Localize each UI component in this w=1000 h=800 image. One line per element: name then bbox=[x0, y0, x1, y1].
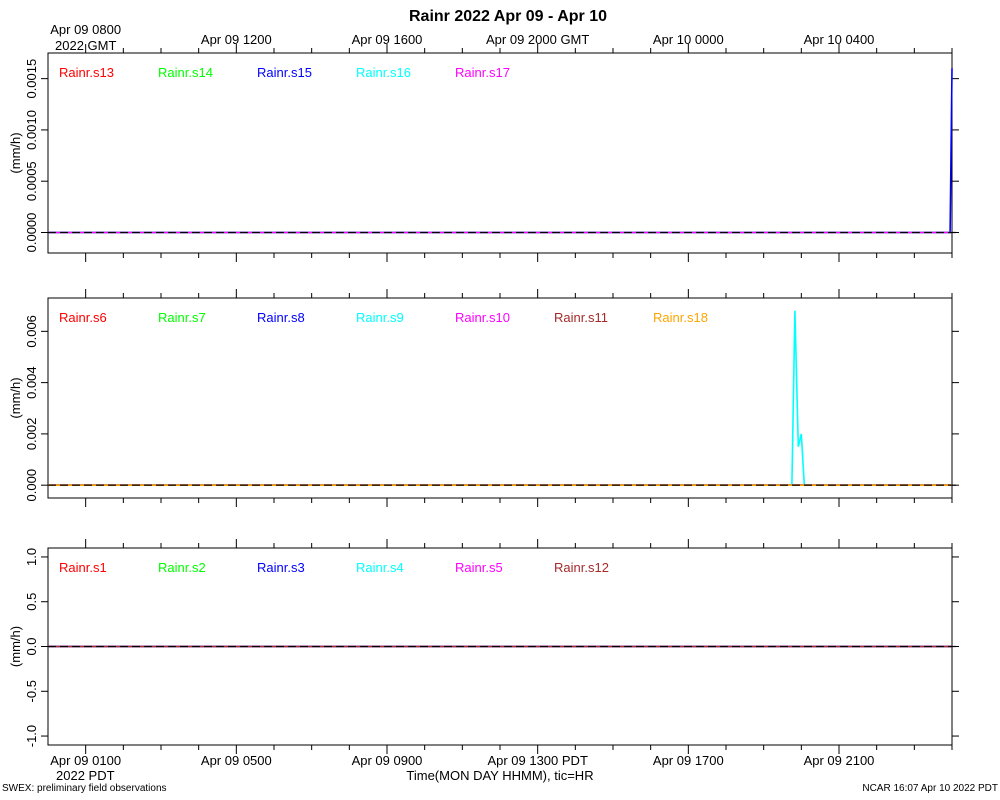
y-tick-label: -0.5 bbox=[24, 680, 39, 702]
legend-entry-Rainr.s12: Rainr.s12 bbox=[554, 560, 609, 575]
y-axis-label: (mm/h) bbox=[8, 626, 23, 667]
legend-entry-Rainr.s13: Rainr.s13 bbox=[59, 65, 114, 80]
legend-entry-Rainr.s7: Rainr.s7 bbox=[158, 310, 206, 325]
legend-entry-Rainr.s18: Rainr.s18 bbox=[653, 310, 708, 325]
top-tick-label: Apr 09 2000 GMT bbox=[486, 32, 589, 47]
y-tick-label: 0.0005 bbox=[24, 161, 39, 201]
y-axis-label: (mm/h) bbox=[8, 132, 23, 173]
series-line-Rainr.s15 bbox=[48, 68, 953, 234]
legend-entry-Rainr.s17: Rainr.s17 bbox=[455, 65, 510, 80]
top-tick-label: Apr 10 0000 bbox=[653, 32, 724, 47]
bottom-year-label: 2022 PDT bbox=[56, 768, 115, 783]
legend-entry-Rainr.s1: Rainr.s1 bbox=[59, 560, 107, 575]
bottom-tick-label: Apr 09 1700 bbox=[653, 753, 724, 768]
bottom-tick-label: Apr 09 2100 bbox=[804, 753, 875, 768]
footer-left-note: SWEX: preliminary field observations bbox=[2, 783, 167, 794]
legend-entry-Rainr.s5: Rainr.s5 bbox=[455, 560, 503, 575]
legend-entry-Rainr.s3: Rainr.s3 bbox=[257, 560, 305, 575]
legend-entry-Rainr.s14: Rainr.s14 bbox=[158, 65, 213, 80]
y-tick-label: 0.0015 bbox=[24, 59, 39, 99]
legend-entry-Rainr.s10: Rainr.s10 bbox=[455, 310, 510, 325]
legend-entry-Rainr.s9: Rainr.s9 bbox=[356, 310, 404, 325]
y-tick-label: 0.5 bbox=[24, 593, 39, 611]
legend-entry-Rainr.s15: Rainr.s15 bbox=[257, 65, 312, 80]
legend-entry-Rainr.s4: Rainr.s4 bbox=[356, 560, 404, 575]
footer-right-note: NCAR 16:07 Apr 10 2022 PDT bbox=[862, 783, 998, 794]
plot-frame-1 bbox=[47, 52, 953, 254]
y-tick-label: -1.0 bbox=[24, 725, 39, 747]
y-tick-label: 0.006 bbox=[24, 315, 39, 348]
y-tick-label: 1.0 bbox=[24, 548, 39, 566]
top-tick-label: Apr 10 0400 bbox=[804, 32, 875, 47]
y-tick-label: 0.004 bbox=[24, 366, 39, 399]
bottom-tick-label: Apr 09 0900 bbox=[352, 753, 423, 768]
top-tick-label: Apr 09 0800 bbox=[50, 22, 121, 37]
legend-entry-Rainr.s8: Rainr.s8 bbox=[257, 310, 305, 325]
chart-title: Rainr 2022 Apr 09 - Apr 10 bbox=[408, 8, 607, 25]
y-tick-label: 0.0 bbox=[24, 637, 39, 655]
legend-entry-Rainr.s6: Rainr.s6 bbox=[59, 310, 107, 325]
bottom-tick-label: Apr 09 1300 PDT bbox=[487, 753, 588, 768]
y-tick-label: 0.000 bbox=[24, 469, 39, 502]
legend-entry-Rainr.s11: Rainr.s11 bbox=[554, 310, 608, 325]
y-tick-label: 0.0010 bbox=[24, 110, 39, 150]
top-tick-label: Apr 09 1600 bbox=[352, 32, 423, 47]
legend-entry-Rainr.s2: Rainr.s2 bbox=[158, 560, 206, 575]
y-axis-label: (mm/h) bbox=[8, 377, 23, 418]
y-tick-label: 0.002 bbox=[24, 418, 39, 451]
y-tick-label: 0.0000 bbox=[24, 213, 39, 253]
bottom-tick-label: Apr 09 0100 bbox=[50, 753, 121, 768]
x-axis-label: Time(MON DAY HHMM), tic=HR bbox=[406, 768, 594, 783]
legend-entry-Rainr.s16: Rainr.s16 bbox=[356, 65, 411, 80]
plot-frame-2 bbox=[47, 297, 953, 499]
series-line-Rainr.s9 bbox=[48, 310, 952, 487]
bottom-tick-label: Apr 09 0500 bbox=[201, 753, 272, 768]
top-tick-label: Apr 09 1200 bbox=[201, 32, 272, 47]
